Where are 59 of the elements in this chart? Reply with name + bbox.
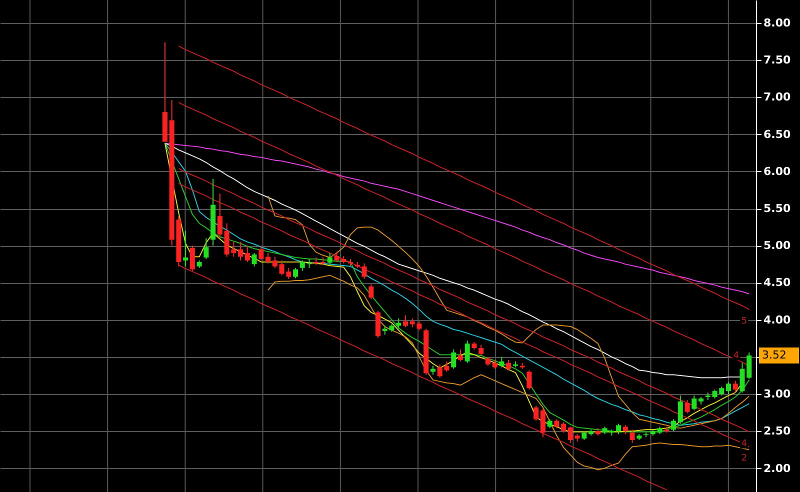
candlestick: [458, 349, 463, 362]
y-tick-label: 2.50: [764, 424, 791, 438]
y-tick-label: 7.50: [764, 54, 791, 67]
candlestick: [244, 245, 250, 262]
candlestick: [568, 426, 573, 444]
series-label: 4: [733, 350, 740, 361]
candlestick: [402, 314, 408, 328]
candlestick: [506, 359, 512, 371]
candlestick: [183, 230, 188, 267]
candlestick: [252, 252, 257, 267]
candlestick: [692, 395, 697, 411]
candlestick: [204, 238, 209, 260]
y-tick-label: 5.00: [764, 239, 791, 252]
candlestick: [190, 245, 195, 272]
candlestick: [684, 399, 690, 414]
candlestick: [327, 252, 332, 266]
series-label: 5: [741, 316, 748, 326]
candlestick: [217, 193, 222, 239]
y-tick-label: 2.00: [764, 462, 791, 475]
y-tick-label: 5.50: [764, 202, 791, 216]
series-label: 2: [741, 454, 748, 464]
candlestick: [293, 267, 298, 279]
candlestick: [630, 429, 635, 444]
y-tick-label: 3.00: [764, 388, 791, 401]
candlestick: [478, 344, 484, 356]
candlestick: [526, 370, 532, 390]
text: 3.52: [762, 348, 786, 362]
line-series: [268, 274, 750, 470]
line-series: [178, 264, 668, 490]
candlestick: [499, 356, 504, 368]
candlestick: [534, 405, 539, 422]
candlestick: [561, 422, 566, 434]
candlestick: [376, 310, 380, 338]
candlestick: [238, 241, 244, 261]
line-series: [268, 195, 750, 429]
candlestick: [451, 349, 456, 370]
candlestick: [616, 423, 622, 435]
y-tick-label: 7.00: [764, 90, 791, 104]
line-series: [178, 46, 750, 310]
candlestick: [272, 256, 278, 268]
candlestick: [671, 418, 676, 432]
candlestick: [368, 284, 374, 300]
candlestick: [396, 318, 402, 330]
y-tick-label: 4.50: [764, 276, 791, 290]
candlestick: [300, 260, 305, 272]
candlestick: [266, 252, 271, 264]
candlestick: [732, 380, 738, 394]
candlestick: [362, 262, 367, 280]
candlestick: [258, 245, 264, 261]
y-tick-label: 8.00: [764, 16, 791, 30]
candlestick: [464, 340, 470, 364]
y-tick-label: 6.00: [764, 164, 791, 178]
y-tick-label: 4.00: [764, 313, 791, 326]
candlestick: [726, 382, 732, 395]
candlestick: [540, 408, 546, 438]
candlestick: [678, 395, 683, 424]
y-tick-label: 6.50: [764, 128, 791, 141]
line-series: [164, 142, 750, 294]
series-label: 4: [741, 438, 748, 449]
